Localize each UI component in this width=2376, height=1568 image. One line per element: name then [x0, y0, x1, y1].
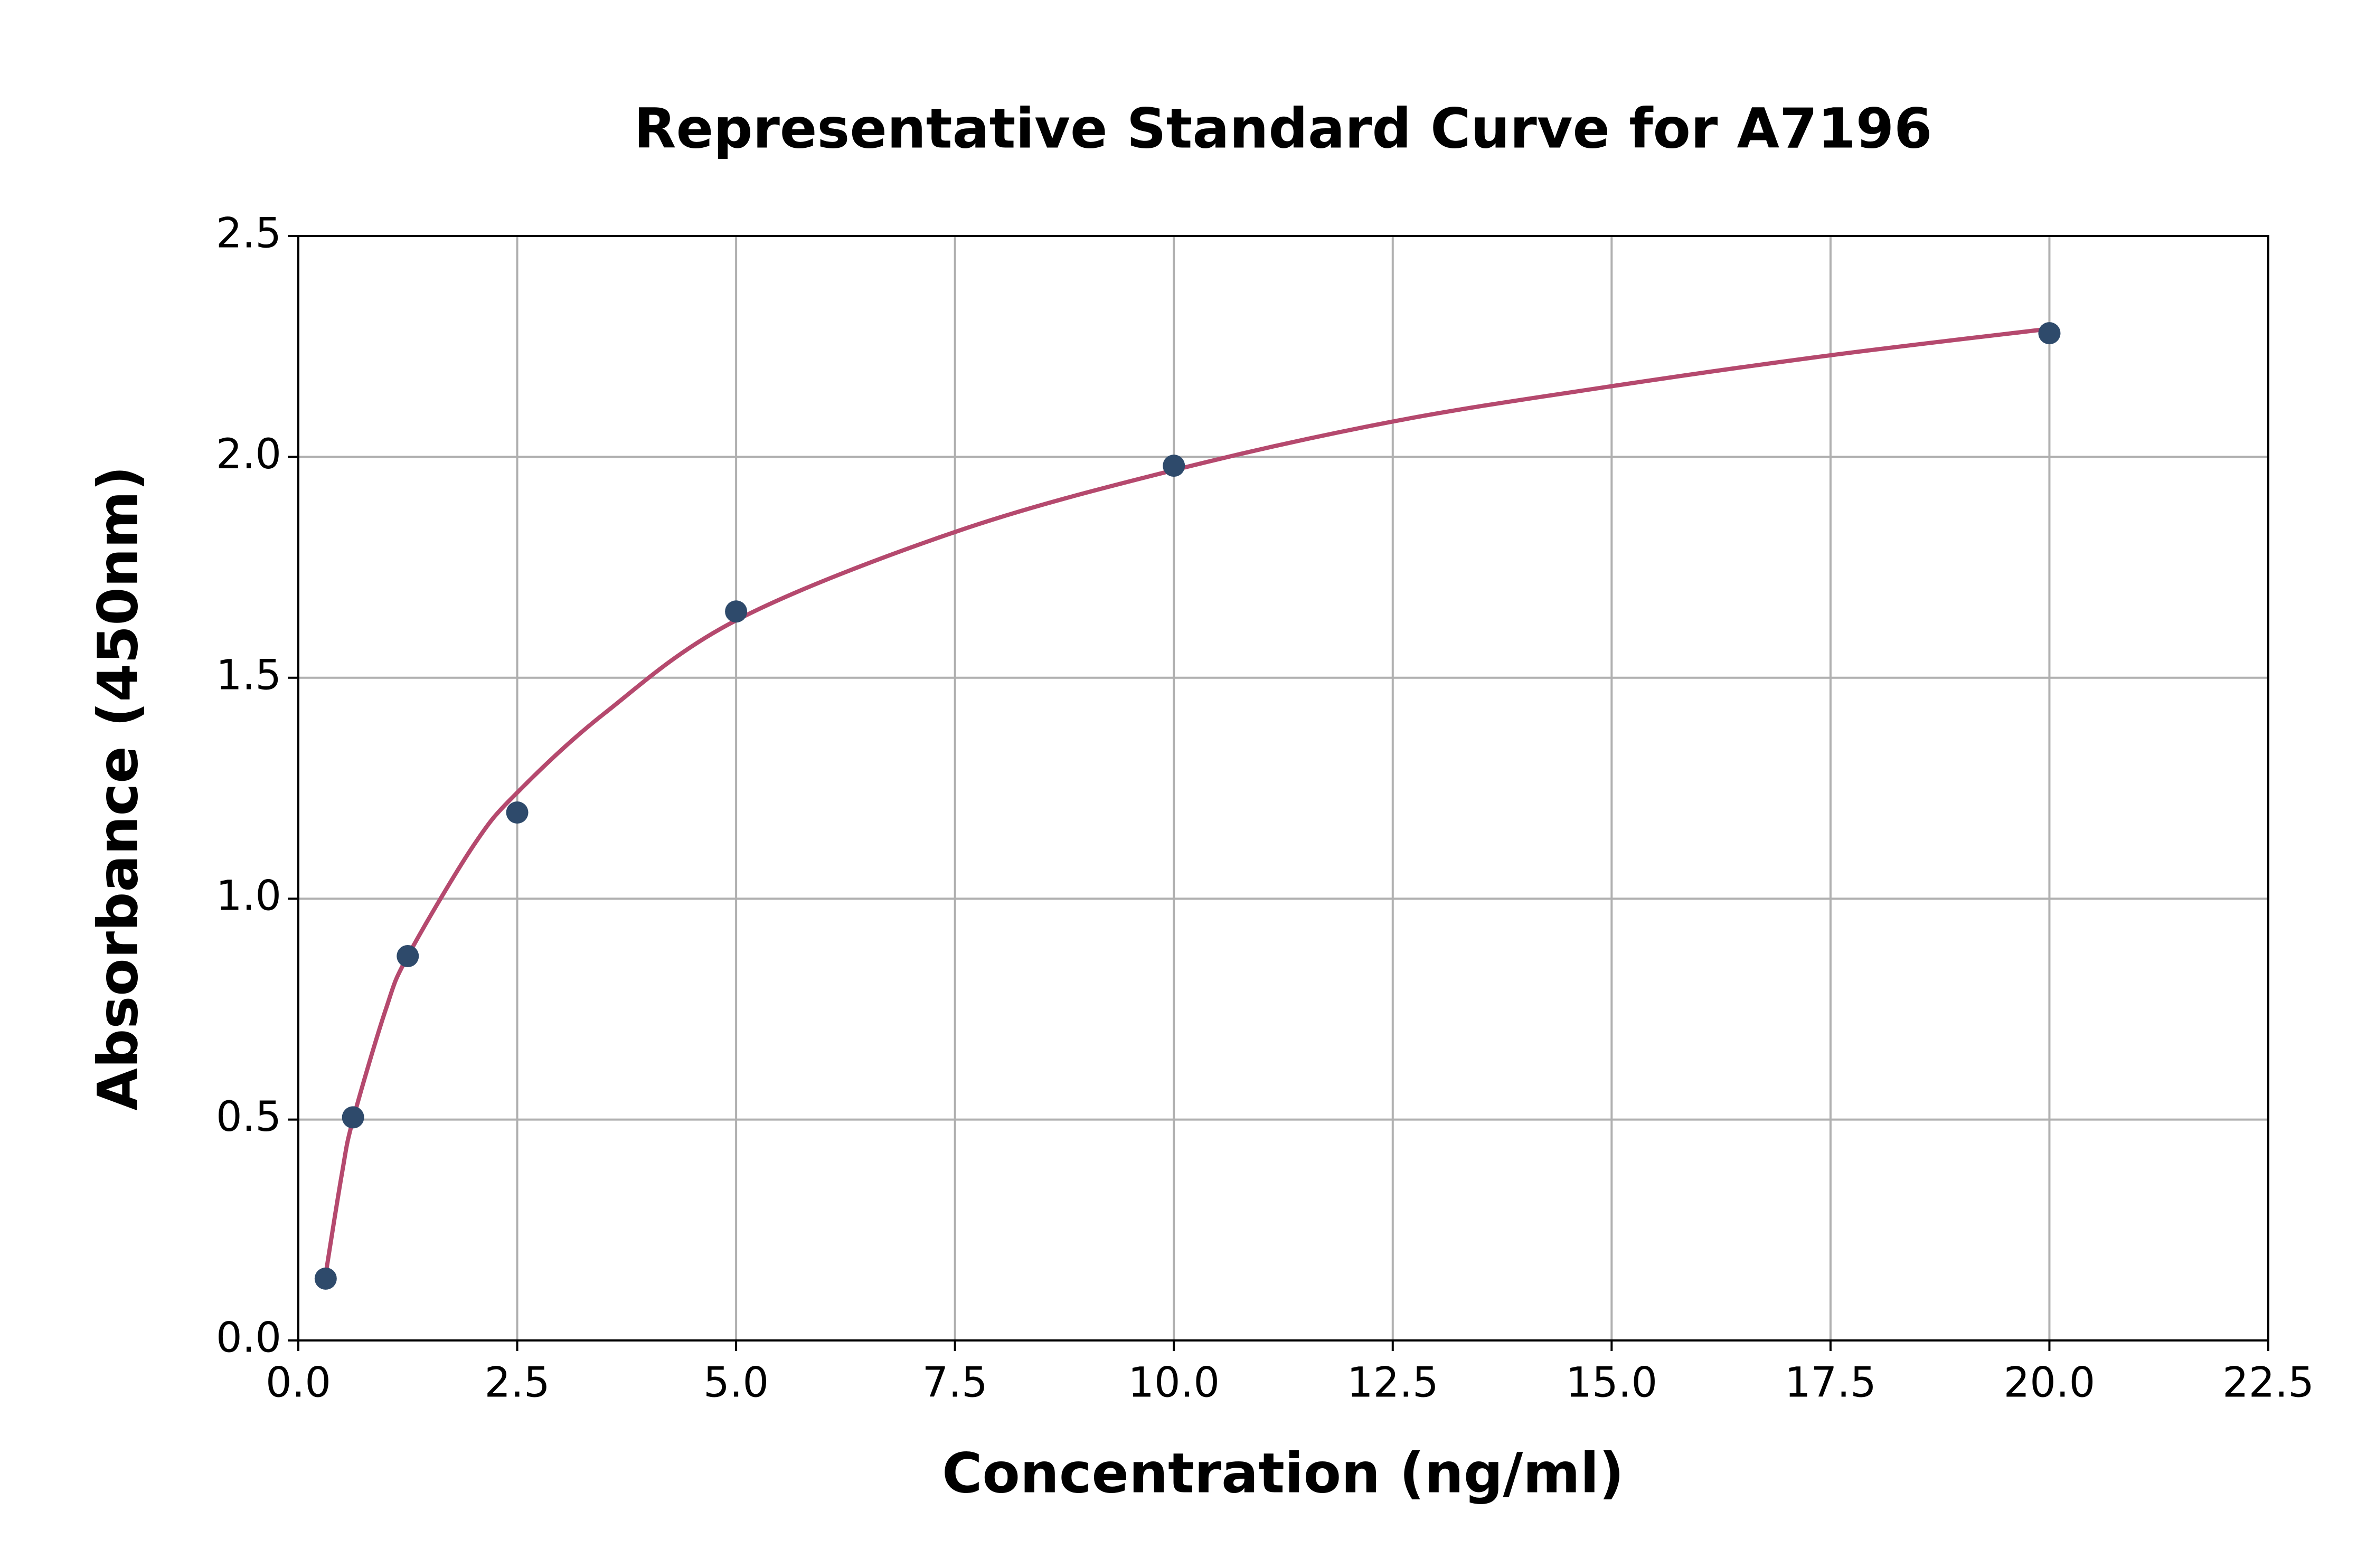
y-tick-label: 1.5 [216, 651, 281, 699]
y-tick-label: 0.5 [216, 1093, 281, 1141]
y-tick-label: 0.0 [216, 1314, 281, 1362]
x-axis-label: Concentration (ng/ml) [942, 1441, 1624, 1505]
x-tick-label: 5.0 [703, 1359, 769, 1406]
fit-curve [323, 326, 2050, 1275]
x-tick-label: 7.5 [922, 1359, 988, 1406]
x-tick-label: 17.5 [1785, 1359, 1877, 1406]
x-tick-label: 12.5 [1347, 1359, 1439, 1406]
chart-title: Representative Standard Curve for A7196 [634, 96, 1932, 160]
data-point [397, 944, 419, 967]
data-point [342, 1106, 364, 1129]
plot-frame [297, 235, 2269, 1342]
data-point [506, 801, 529, 824]
y-tick-label: 2.5 [216, 210, 281, 257]
data-point [1163, 455, 1185, 477]
x-tick-label: 20.0 [2004, 1359, 2096, 1406]
y-tick-label: 2.0 [216, 431, 281, 478]
x-tick-label: 0.0 [266, 1359, 331, 1406]
data-point [314, 1267, 337, 1290]
data-point [2038, 322, 2061, 345]
y-tick-label: 1.0 [216, 873, 281, 920]
x-tick-label: 2.5 [485, 1359, 550, 1406]
y-axis-label: Absorbance (450nm) [86, 466, 150, 1110]
data-point [725, 600, 748, 623]
x-tick-label: 15.0 [1566, 1359, 1657, 1406]
x-tick-label: 10.0 [1128, 1359, 1220, 1406]
x-tick-label: 22.5 [2222, 1359, 2314, 1406]
